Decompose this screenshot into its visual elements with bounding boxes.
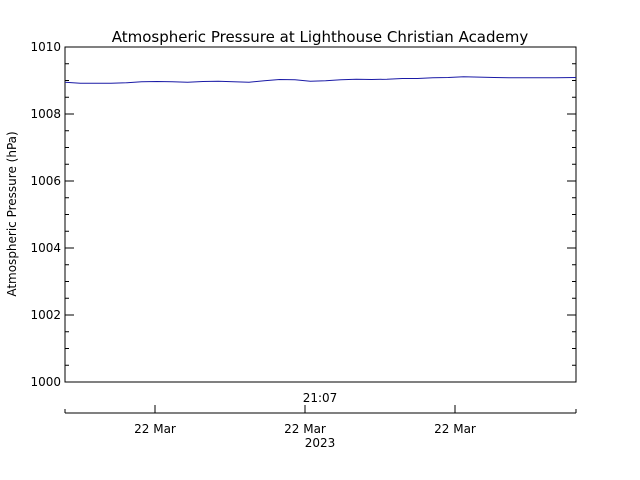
x-axis-time-annotation: 21:07	[303, 391, 338, 405]
chart-title: Atmospheric Pressure at Lighthouse Chris…	[112, 28, 529, 46]
x-axis-ticks	[64, 405, 577, 413]
y-tick-label: 1000	[30, 375, 61, 389]
y-axis-label: Atmospheric Pressure (hPa)	[5, 131, 19, 296]
y-tick-label: 1004	[30, 241, 61, 255]
x-tick-label: 22 Mar	[434, 422, 476, 436]
plot-frame	[64, 46, 577, 383]
y-tick-label: 1010	[30, 40, 61, 54]
x-axis-year: 2023	[305, 436, 336, 450]
x-tick-label: 22 Mar	[134, 422, 176, 436]
x-tick-label: 22 Mar	[284, 422, 326, 436]
y-axis-ticks	[65, 46, 576, 383]
pressure-series-line	[64, 76, 577, 84]
series-group	[64, 76, 577, 84]
y-tick-label: 1006	[30, 174, 61, 188]
y-axis-labels: 1000 1002 1004 1006 1008 1010	[30, 40, 61, 389]
x-axis-labels: 22 Mar 22 Mar 22 Mar	[134, 422, 476, 436]
y-tick-label: 1008	[30, 107, 61, 121]
y-tick-label: 1002	[30, 308, 61, 322]
